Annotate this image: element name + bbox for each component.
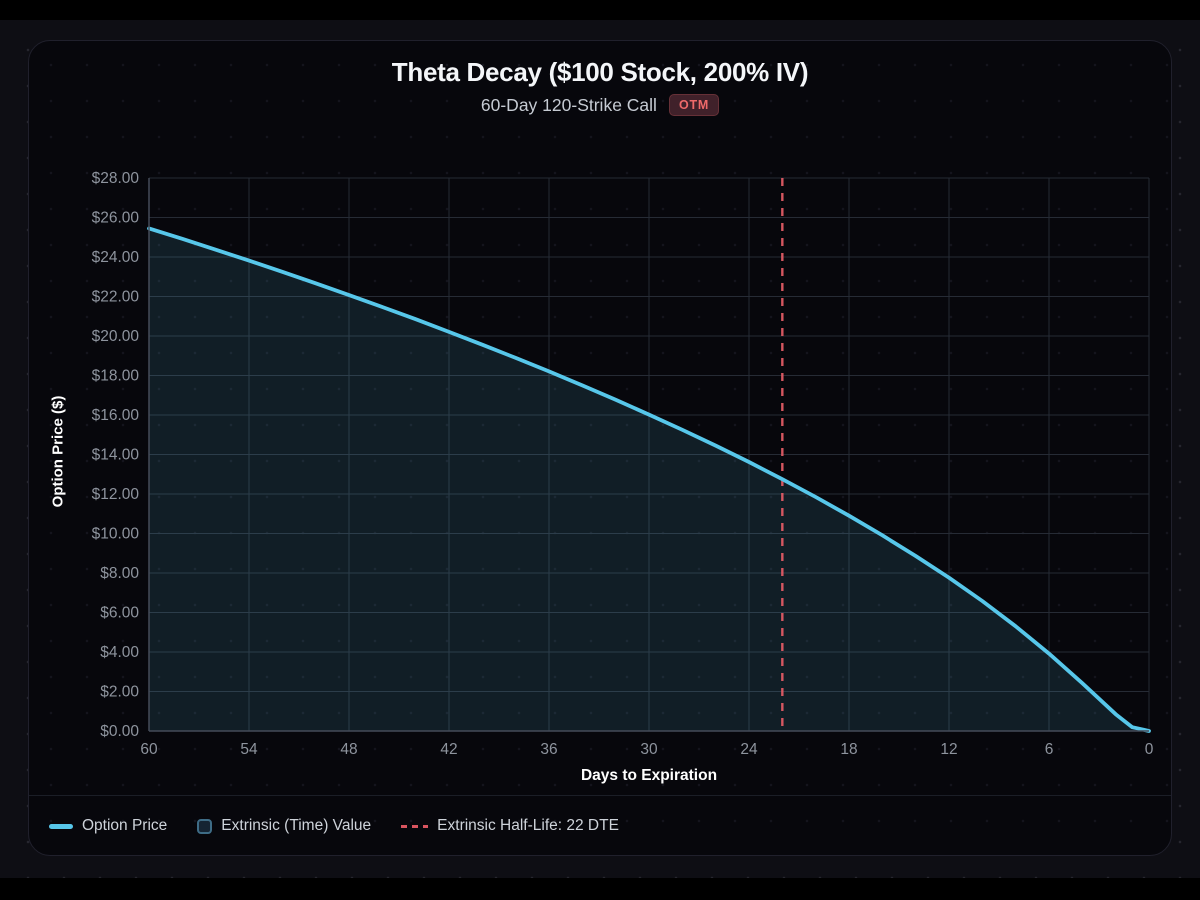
y-axis-title: Option Price ($) (49, 395, 67, 508)
x-tick-label: 36 (540, 741, 557, 758)
extrinsic-value-area (149, 228, 1149, 731)
legend-item-extrinsic-value[interactable]: Extrinsic (Time) Value (197, 817, 371, 835)
x-tick-label: 60 (140, 741, 158, 758)
y-tick-label: $26.00 (92, 210, 140, 227)
y-tick-label: $0.00 (100, 723, 139, 740)
y-tick-label: $2.00 (100, 684, 139, 701)
x-tick-label: 48 (340, 741, 357, 758)
x-tick-label: 6 (1045, 741, 1054, 758)
x-tick-label: 0 (1145, 741, 1154, 758)
x-tick-label: 42 (440, 741, 457, 758)
legend-divider (29, 795, 1171, 796)
x-axis-title: Days to Expiration (580, 767, 718, 784)
chart-legend: Option Price Extrinsic (Time) Value Extr… (29, 796, 1171, 855)
legend-label-option-price: Option Price (82, 817, 168, 834)
y-tick-label: $12.00 (92, 486, 140, 503)
legend-label-extrinsic-value: Extrinsic (Time) Value (221, 817, 372, 834)
theta-decay-chart: $0.00 $2.00 $4.00 $6.00 $8.00 $10.00 $12.00 $14… (92, 170, 1154, 758)
extrinsic-area-swatch (197, 818, 213, 834)
y-tick-label: $8.00 (100, 565, 139, 582)
y-tick-label: $24.00 (92, 249, 140, 266)
y-tick-label: $14.00 (92, 447, 140, 464)
x-tick-label: 24 (740, 741, 758, 758)
chart-subtitle-row: 60-Day 120-Strike Call OTM (29, 92, 1171, 118)
x-tick-label: 54 (240, 741, 258, 758)
y-tick-label: $16.00 (92, 407, 140, 424)
x-tick-label: 18 (840, 741, 857, 758)
legend-label-half-life: Extrinsic Half-Life: 22 DTE (437, 817, 619, 834)
y-tick-label: $22.00 (92, 289, 140, 306)
page-background: $0.00 $2.00 $4.00 $6.00 $8.00 $10.00 $12.00 $14… (0, 20, 1200, 878)
half-life-dash-swatch (401, 824, 429, 828)
chart-title: Theta Decay ($100 Stock, 200% IV) (391, 57, 809, 87)
y-tick-label: $18.00 (92, 368, 140, 385)
legend-item-half-life[interactable]: Extrinsic Half-Life: 22 DTE (401, 817, 619, 835)
y-tick-label: $28.00 (92, 170, 140, 187)
chart-subtitle: 60-Day 120-Strike Call (480, 94, 657, 115)
option-price-line (147, 226, 1151, 733)
y-tick-label: $10.00 (92, 526, 140, 543)
y-tick-label: $20.00 (92, 328, 140, 345)
x-tick-label: 12 (940, 741, 957, 758)
y-tick-label: $6.00 (100, 605, 139, 622)
legend-item-option-price[interactable]: Option Price (49, 817, 167, 835)
x-tick-label: 30 (640, 741, 658, 758)
y-tick-label: $4.00 (100, 644, 139, 661)
otm-badge: OTM (668, 94, 720, 116)
chart-card: $0.00 $2.00 $4.00 $6.00 $8.00 $10.00 $12.00 $14… (28, 40, 1172, 856)
option-price-line-swatch (49, 823, 73, 829)
